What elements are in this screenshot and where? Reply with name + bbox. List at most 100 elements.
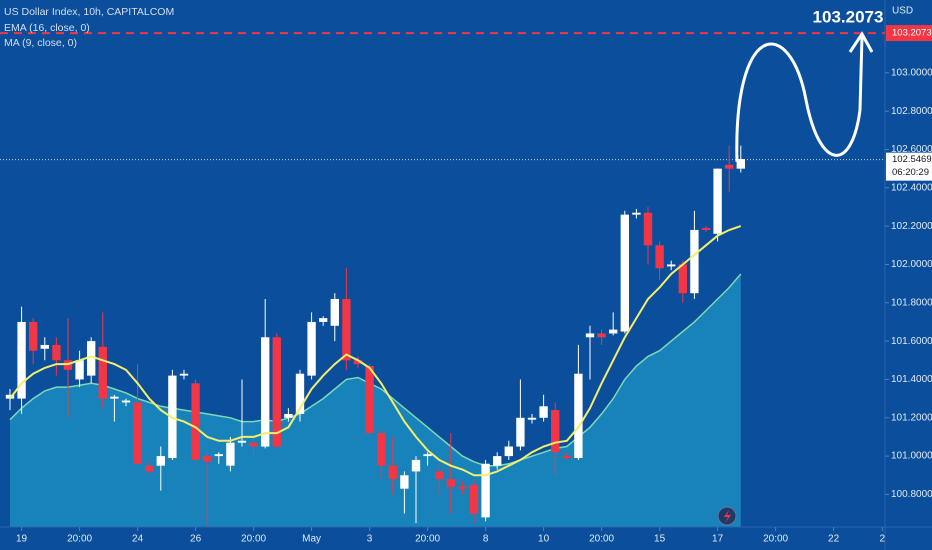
candle-body bbox=[133, 402, 142, 464]
y-tick-label: 102.0000 bbox=[891, 259, 932, 270]
candle-body bbox=[585, 333, 595, 338]
ma-line bbox=[9, 225, 742, 477]
candle-body bbox=[527, 417, 537, 420]
candle-body bbox=[214, 454, 223, 457]
candle-body bbox=[249, 442, 258, 447]
candle-body bbox=[516, 417, 525, 447]
candle-body bbox=[504, 446, 513, 457]
y-tick-label: 102.6000 bbox=[891, 144, 932, 155]
y-tick-label: 103.0000 bbox=[891, 67, 932, 78]
candle-body bbox=[75, 360, 84, 380]
candle-body bbox=[17, 321, 26, 399]
x-tick-label: 20:00 bbox=[763, 534, 788, 545]
candle-body bbox=[121, 400, 131, 403]
target-price-label: 103.2073 bbox=[892, 28, 932, 39]
legend-entry: MA (9, close, 0) bbox=[4, 37, 77, 49]
y-tick-label: 101.8000 bbox=[891, 297, 932, 308]
candle-body bbox=[226, 442, 235, 466]
candle-body bbox=[551, 410, 560, 453]
candle-body bbox=[736, 159, 745, 169]
ema-area bbox=[10, 274, 741, 527]
candle-body bbox=[481, 463, 490, 518]
candle-body bbox=[678, 264, 687, 294]
candle-body bbox=[295, 373, 305, 414]
candle-body bbox=[574, 373, 583, 459]
candle-body bbox=[701, 228, 711, 230]
x-tick-label: 20:00 bbox=[67, 534, 92, 545]
candle-body bbox=[609, 329, 618, 334]
axis-unit: USD bbox=[892, 6, 913, 17]
candle-body bbox=[725, 164, 734, 169]
candle-body bbox=[411, 459, 421, 472]
candle-body bbox=[435, 471, 444, 480]
x-tick-label: 15 bbox=[654, 534, 666, 545]
candle-body bbox=[493, 456, 502, 466]
candle-body bbox=[203, 456, 212, 462]
candle-body bbox=[539, 406, 548, 418]
candle-body bbox=[597, 333, 606, 338]
candle-body bbox=[98, 346, 107, 399]
y-tick-label: 102.4000 bbox=[891, 182, 932, 193]
candle-body bbox=[272, 337, 281, 447]
candle-body bbox=[145, 465, 154, 472]
candle-body bbox=[237, 440, 247, 443]
forecast-arrow bbox=[735, 35, 864, 163]
countdown-label: 06:20:29 bbox=[892, 167, 929, 178]
y-tick-label: 101.2000 bbox=[891, 412, 932, 423]
candle-body bbox=[261, 337, 270, 447]
x-tick-label: May bbox=[302, 534, 321, 545]
legend-entry: EMA (16, close, 0) bbox=[4, 22, 90, 34]
candle-body bbox=[5, 394, 15, 399]
y-tick-label: 101.6000 bbox=[891, 336, 932, 347]
y-tick-label: 100.8000 bbox=[891, 489, 932, 500]
candle-body bbox=[284, 413, 293, 418]
current-price-label: 102.5469 bbox=[892, 154, 932, 165]
candle-body bbox=[423, 454, 432, 457]
y-tick-label: 101.4000 bbox=[891, 374, 932, 385]
candle-body bbox=[40, 344, 49, 349]
x-tick-label: 19 bbox=[16, 534, 28, 545]
candle-body bbox=[156, 456, 165, 466]
candle-body bbox=[655, 245, 664, 269]
x-tick-label: 10 bbox=[538, 534, 550, 545]
candle-body bbox=[353, 360, 363, 365]
candle-body bbox=[446, 479, 455, 487]
x-tick-label: 20:00 bbox=[241, 534, 266, 545]
candle-body bbox=[87, 341, 96, 376]
candle-body bbox=[377, 433, 386, 466]
candle-body bbox=[713, 168, 722, 234]
candle-body bbox=[365, 366, 374, 434]
x-tick-label: 3 bbox=[367, 534, 373, 545]
candle-body bbox=[469, 484, 479, 514]
candle-body bbox=[110, 396, 119, 399]
target-annotation: 103.2073 bbox=[813, 7, 884, 26]
x-tick-label: 2 bbox=[880, 534, 886, 545]
x-tick-label: 17 bbox=[712, 534, 724, 545]
candle-body bbox=[52, 344, 61, 361]
x-tick-label: 20:00 bbox=[589, 534, 614, 545]
candle-body bbox=[643, 212, 653, 246]
candle-body bbox=[342, 298, 351, 361]
y-tick-label: 102.2000 bbox=[891, 221, 932, 232]
x-tick-label: 26 bbox=[190, 534, 202, 545]
y-tick-label: 102.8000 bbox=[891, 106, 932, 117]
event-icon-bolt bbox=[724, 510, 731, 523]
y-tick-label: 101.0000 bbox=[891, 451, 932, 462]
candle-body bbox=[562, 456, 571, 459]
candle-body bbox=[667, 264, 676, 267]
candle-body bbox=[319, 318, 328, 322]
candle-body bbox=[400, 475, 409, 489]
chart-title: US Dollar Index, 10h, CAPITALCOM bbox=[4, 6, 174, 18]
x-tick-label: 8 bbox=[483, 534, 489, 545]
forecast-arrowhead bbox=[848, 31, 874, 53]
plot-area bbox=[0, 32, 885, 527]
current-price-box bbox=[886, 152, 932, 181]
candle-body bbox=[179, 373, 189, 376]
x-tick-label: 20:00 bbox=[415, 534, 440, 545]
candle-body bbox=[690, 229, 699, 294]
candle-body bbox=[458, 486, 467, 489]
candle-body bbox=[191, 383, 200, 460]
candle-body bbox=[632, 212, 641, 215]
candle-body bbox=[307, 321, 316, 376]
